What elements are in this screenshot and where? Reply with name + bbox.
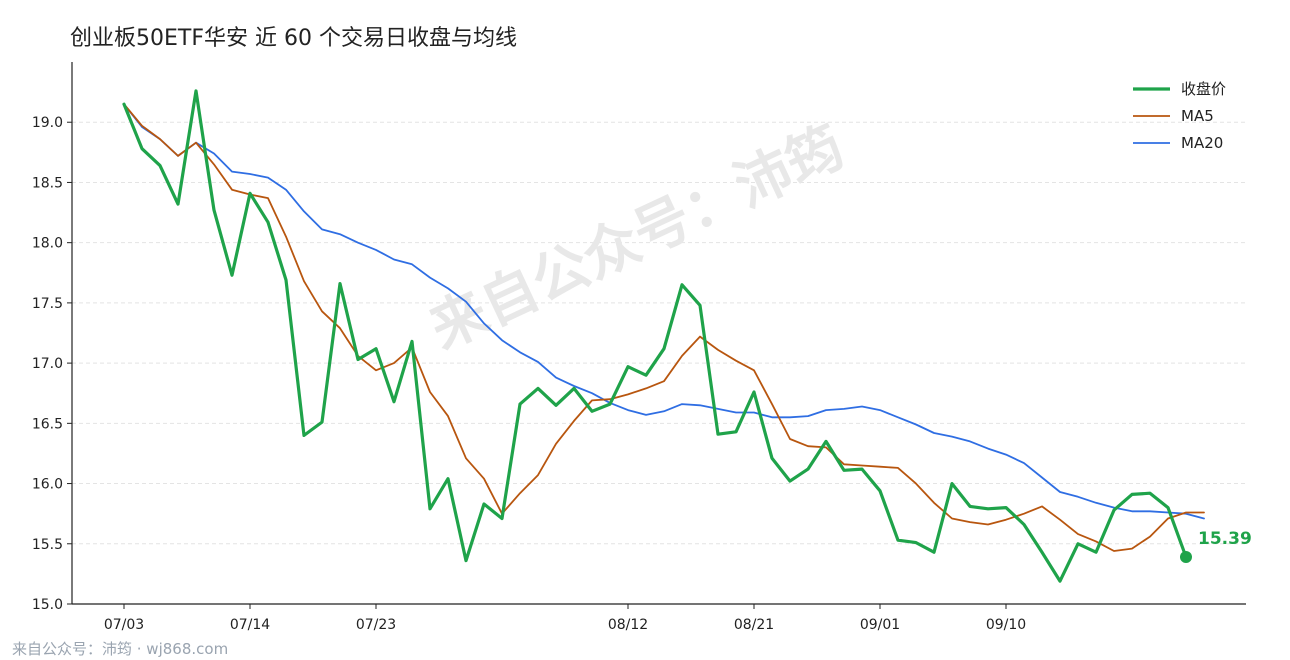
chart-title: 创业板50ETF华安 近 60 个交易日收盘与均线: [70, 26, 517, 51]
last-close-label: 15.39: [1198, 529, 1252, 549]
y-tick-label: 17.0: [32, 356, 63, 372]
y-tick-label: 16.0: [32, 477, 63, 493]
legend-label: MA5: [1181, 107, 1214, 125]
close-line: [122, 89, 1188, 583]
legend-label: 收盘价: [1181, 80, 1226, 98]
y-tick-label: 15.5: [32, 537, 63, 553]
legend-label: MA20: [1181, 134, 1223, 152]
footer-credit: 来自公众号：沛筠 · wj868.com: [12, 640, 229, 658]
y-tick-label: 19.0: [32, 115, 63, 131]
y-tick-label: 17.5: [32, 296, 63, 312]
x-tick-label: 09/01: [860, 617, 900, 633]
legend: 收盘价 MA5 MA20: [1133, 80, 1226, 152]
x-tick-label: 08/12: [608, 617, 648, 633]
x-tick-label: 07/14: [230, 617, 270, 633]
x-tick-label: 07/23: [356, 617, 396, 633]
x-tick-label: 09/10: [986, 617, 1026, 633]
x-tick-label: 07/03: [104, 617, 144, 633]
y-tick-label: 16.5: [32, 416, 63, 432]
series-lines: 15.39: [122, 89, 1252, 583]
y-tick-label: 15.0: [32, 597, 63, 613]
last-close-marker: [1180, 551, 1192, 564]
gridlines: [72, 121, 1246, 545]
axes: 15.0 15.5 16.0 16.5 17.0 17.5 18.0 18.5 19.0 07/0…: [32, 62, 1246, 633]
ma5-line: [123, 103, 1205, 552]
x-tick-label: 08/21: [734, 617, 774, 633]
y-tick-label: 18.5: [32, 175, 63, 191]
y-tick-label: 18.0: [32, 236, 63, 252]
ma20-line: [123, 103, 1205, 520]
